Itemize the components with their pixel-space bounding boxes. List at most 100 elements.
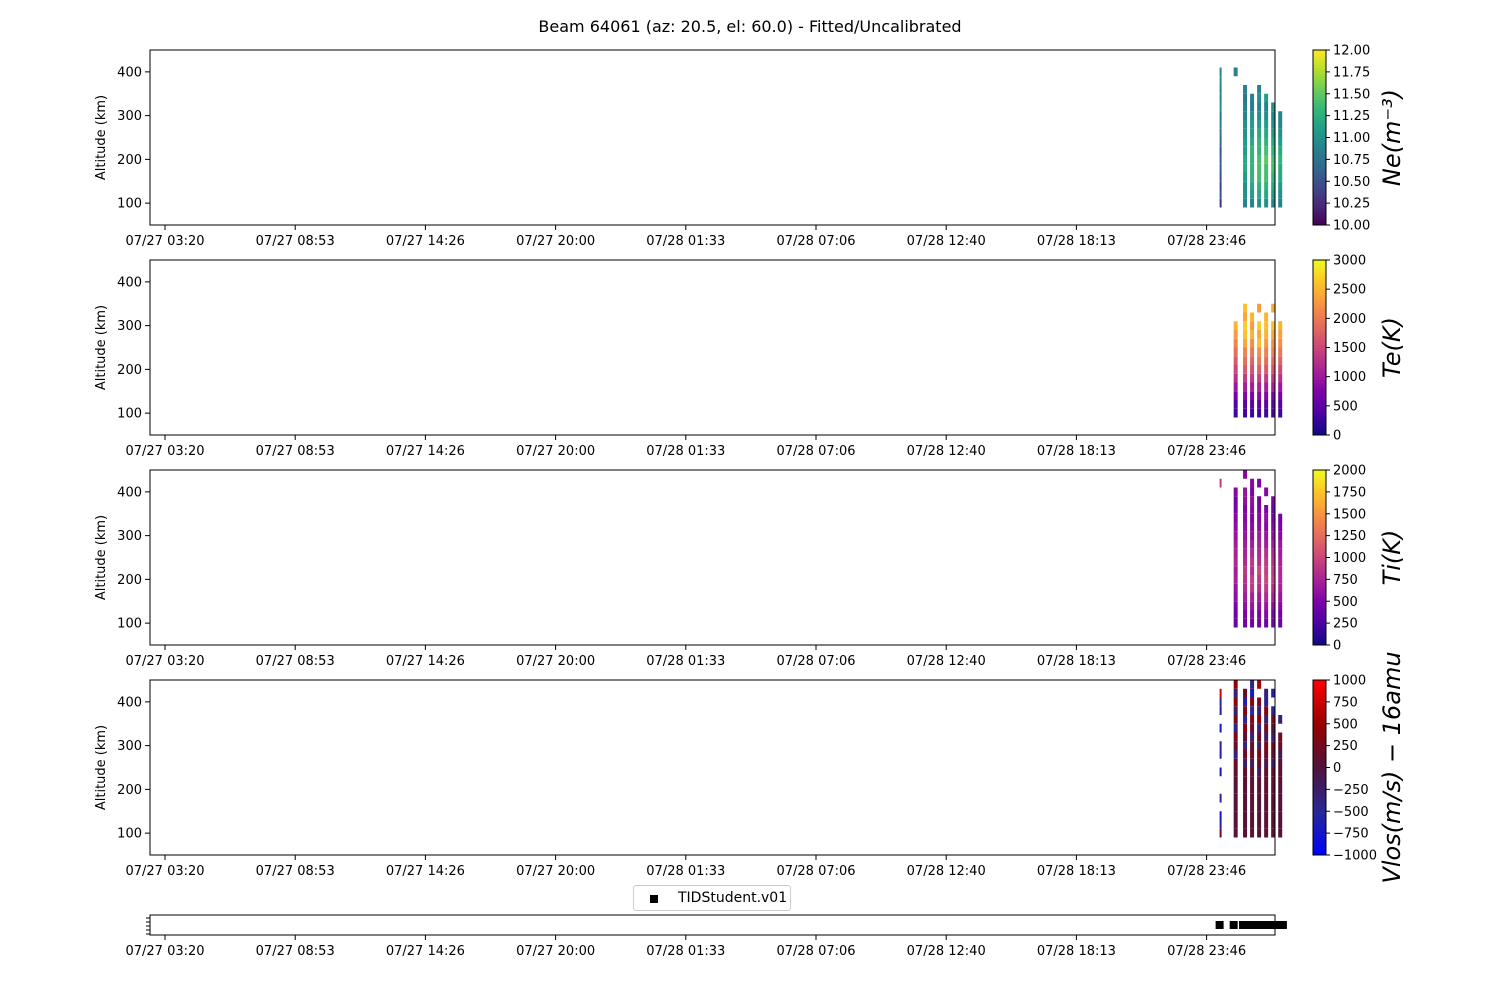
ne-cell — [1278, 163, 1283, 173]
ti-cell — [1264, 583, 1269, 593]
te-cell — [1257, 356, 1262, 365]
legend-marker-icon — [650, 895, 658, 903]
ti-cell — [1271, 496, 1276, 505]
te-cell — [1233, 373, 1238, 383]
ne-colorbar-segment — [1313, 128, 1326, 133]
ti-cell — [1271, 583, 1276, 593]
te-colorbar-segment — [1313, 350, 1326, 354]
te-cell — [1250, 347, 1255, 357]
te-colorbar-segment — [1313, 432, 1326, 436]
vlos-cell — [1264, 811, 1269, 820]
te-colorbar-segment — [1313, 274, 1326, 278]
vlos-colorbar-segment — [1313, 805, 1326, 809]
vlos-colorbar-segment — [1313, 720, 1326, 725]
ne-cell — [1264, 137, 1269, 147]
ti-colorbar-segment — [1313, 612, 1326, 617]
vlos-cell — [1233, 828, 1238, 838]
ti-cell — [1278, 566, 1283, 575]
ne-colorbar-segment — [1313, 108, 1326, 112]
ti-colorbar-segment — [1313, 472, 1326, 477]
te-colorbar-segment — [1313, 353, 1326, 357]
ti-xtick-label: 07/28 18:13 — [1037, 654, 1116, 669]
ti-cell — [1233, 540, 1238, 549]
ne-colorbar-segment — [1313, 105, 1326, 109]
ne-colorbar-segment — [1313, 204, 1326, 208]
vlos-cell — [1219, 697, 1222, 707]
ne-colorbar-segment — [1313, 222, 1326, 226]
ti-colorbar-segment — [1313, 586, 1326, 591]
ti-cell — [1250, 496, 1255, 505]
te-cell — [1264, 312, 1269, 322]
ne-colorbar-segment — [1313, 172, 1326, 176]
vlos-cell — [1278, 767, 1283, 777]
ti-cell — [1257, 531, 1262, 540]
ti-colorbar-segment — [1313, 592, 1326, 596]
ne-cell — [1278, 172, 1283, 182]
ti-colorbar-segment — [1313, 607, 1326, 611]
ne-ytick-label: 200 — [117, 153, 142, 168]
ti-colorbar-segment — [1313, 636, 1326, 640]
vlos-cell — [1264, 732, 1269, 742]
te-cell — [1250, 400, 1255, 409]
ne-cell — [1219, 198, 1222, 208]
te-cell — [1264, 382, 1269, 392]
ti-cell — [1250, 557, 1255, 567]
vlos-colorbar-segment — [1313, 767, 1326, 771]
te-colorbar-segment — [1313, 385, 1326, 389]
ne-cell — [1219, 146, 1222, 155]
vlos-colorbar-segment — [1313, 680, 1326, 684]
ti-cell — [1257, 618, 1262, 628]
ti-xtick-label: 07/27 14:26 — [386, 654, 465, 669]
te-colorbar-segment — [1313, 420, 1326, 424]
vlos-cell — [1264, 828, 1269, 838]
ne-colorbar-segment — [1313, 149, 1326, 153]
ti-ylabel: Altitude (km) — [94, 515, 109, 600]
ne-cell — [1219, 111, 1222, 120]
vlos-colorbar-segment — [1313, 747, 1326, 751]
te-cell — [1271, 373, 1276, 383]
te-cell — [1243, 408, 1248, 418]
ti-colorbar-segment — [1313, 487, 1326, 491]
vlos-cell — [1257, 811, 1262, 820]
ne-cell — [1243, 128, 1248, 138]
vlos-cell — [1233, 715, 1238, 724]
ne-cell — [1278, 181, 1283, 190]
ti-cell — [1233, 505, 1238, 514]
te-colorbar-segment — [1313, 332, 1326, 337]
ti-cell — [1250, 531, 1255, 540]
ne-colorbar-segment — [1313, 131, 1326, 136]
ti-ytick-label: 300 — [117, 529, 142, 544]
vlos-colorbar-segment — [1313, 764, 1326, 768]
ti-cell — [1278, 531, 1283, 540]
ne-colorbar-segment — [1313, 219, 1326, 223]
vlos-cell — [1250, 732, 1255, 742]
ne-cell — [1219, 120, 1222, 129]
ti-cell — [1250, 548, 1255, 558]
ti-cell — [1257, 522, 1262, 532]
te-colorbar-segment — [1313, 356, 1326, 360]
ti-colorbar-segment — [1313, 493, 1326, 497]
ti-cell — [1257, 540, 1262, 549]
vlos-cell — [1271, 785, 1276, 794]
te-xtick-label: 07/28 23:46 — [1167, 444, 1246, 459]
vlos-cell — [1250, 697, 1255, 707]
availability-xtick-label: 07/28 12:40 — [907, 944, 986, 959]
te-colorbar-segment — [1313, 417, 1326, 421]
ne-cell — [1219, 181, 1222, 190]
ti-colorbar-segment — [1313, 475, 1326, 480]
te-colorbar-segment — [1313, 277, 1326, 281]
te-colorbar-segment — [1313, 292, 1326, 296]
ti-colorbar-segment — [1313, 569, 1326, 573]
te-colorbar-segment — [1313, 400, 1326, 404]
ti-cell — [1243, 487, 1248, 497]
ne-colorbar-segment — [1313, 201, 1326, 206]
ti-cell — [1271, 601, 1276, 610]
te-cell — [1243, 312, 1248, 322]
legend: TIDStudent.v01 — [633, 885, 791, 911]
vlos-cell — [1257, 776, 1262, 785]
te-colorbar-segment — [1313, 303, 1326, 308]
ti-cell — [1278, 592, 1283, 602]
ne-colorbar-segment — [1313, 152, 1326, 156]
vlos-cell — [1264, 758, 1269, 768]
te-cell — [1250, 312, 1255, 322]
